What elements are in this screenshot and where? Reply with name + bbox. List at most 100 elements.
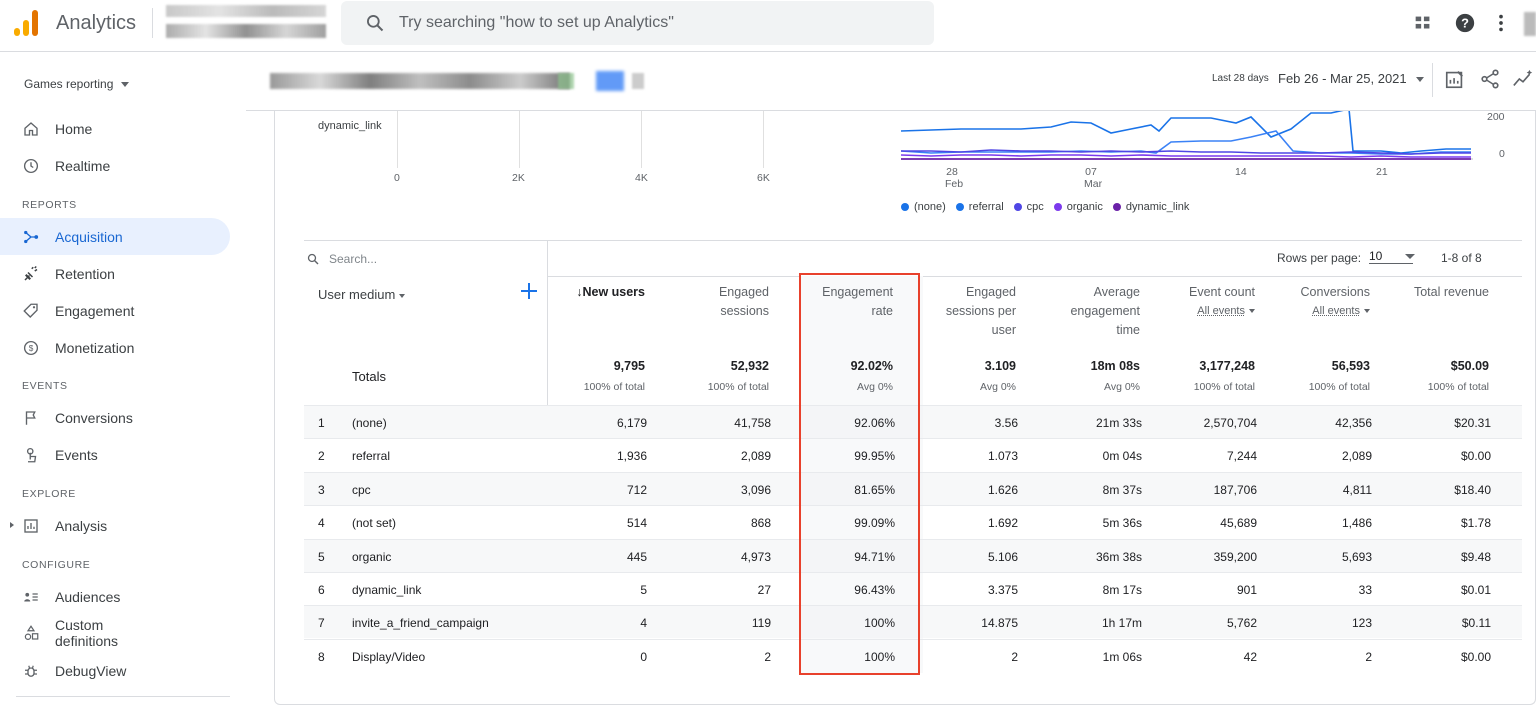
column-header-engaged-sessions-per-user[interactable]: Engaged sessions per user [946,283,1016,340]
event-filter-select[interactable]: All events [1189,302,1255,321]
row-cell: 92.06% [854,416,895,430]
column-header-average-engagement-time[interactable]: Average engagement time [1070,283,1140,340]
row-cell: 3.56 [994,416,1018,430]
touch-icon [26,447,37,462]
table-row[interactable]: 3 cpc 712 3,096 81.65% 1.626 8m 37s 187,706 4,81… [304,471,1522,505]
chevron-down-icon[interactable] [1416,77,1424,82]
row-cell: 33 [1358,583,1372,597]
section-title-reports: REPORTS [22,199,77,211]
row-cell: $18.40 [1454,482,1491,497]
line-chart[interactable] [901,111,1473,167]
divider [1432,63,1433,97]
legend-item[interactable]: dynamic_link [1112,201,1189,213]
table-search[interactable]: Search... [307,252,377,266]
row-cell: 359,200 [1213,549,1257,564]
total-subtext: 100% of total [583,381,645,393]
apps-grid-icon[interactable] [1412,12,1434,34]
column-header-line: Total revenue [1413,285,1489,299]
redacted-chip [632,73,644,89]
date-range-value[interactable]: Feb 26 - Mar 25, 2021 [1278,71,1407,86]
sidebar-item-retention[interactable]: Retention [0,255,230,292]
analytics-logo-icon[interactable] [14,10,40,36]
row-cell: 119 [751,616,771,631]
add-dimension-icon[interactable] [519,281,539,301]
sidebar-item-label: Home [55,120,93,137]
app-name[interactable]: Analytics [56,12,137,34]
row-cell: 42,356 [1335,416,1372,430]
chevron-down-icon [399,293,406,298]
sidebar-item-custom-definitions[interactable]: Custom definitions [0,613,230,653]
clock-icon [23,158,39,173]
sidebar-item-acquisition[interactable]: Acquisition [0,218,230,255]
table-row[interactable]: 8 Display/Video 0 2 100% 2 1m 06s 42 2 $0.00 [304,638,1522,672]
column-header-line: Engagement [822,285,893,299]
sidebar-item-conversions[interactable]: Conversions [0,399,230,436]
row-cell: 5,762 [1226,616,1257,631]
rows-per-page-select[interactable]: 10 [1369,249,1413,264]
series-line-cpc [901,149,1471,155]
search-bar[interactable] [341,1,934,45]
sidebar-item-analysis[interactable]: Analysis [0,507,230,544]
page-title-redacted [270,73,570,89]
sidebar-item-monetization[interactable]: $ Monetization [0,329,230,366]
property-name-redacted[interactable] [166,24,326,38]
table-row[interactable]: 6 dynamic_link 5 27 96.43% 3.375 8m 17s 901 33 $0… [304,572,1522,605]
total-value: 3.109 [984,359,1016,373]
customize-report-icon[interactable] [1444,68,1466,90]
legend-item[interactable]: (none) [901,201,946,213]
column-header-engaged-sessions[interactable]: Engaged sessions [719,283,769,321]
column-header-new-users[interactable]: ↓New users [576,283,645,302]
chevron-down-icon[interactable] [1405,254,1415,259]
redacted-chip[interactable] [596,71,624,91]
column-header-conversions[interactable]: Conversions All events [1301,283,1370,321]
row-cell: 21m 33s [1095,416,1142,430]
row-cell: 2,089 [740,449,771,464]
sidebar-item-engagement[interactable]: Engagement [0,292,230,329]
table-row[interactable]: 7 invite_a_friend_campaign 4 119 100% 14.875 1… [304,605,1522,639]
column-header-event-count[interactable]: Event count All events [1189,283,1255,321]
row-index: 8 [318,649,325,664]
table-row[interactable]: 5 organic 445 4,973 94.71% 5.106 36m 38s 359,20… [304,538,1522,572]
sidebar-item-realtime[interactable]: Realtime [0,147,230,184]
date-range-label[interactable]: Last 28 days [1212,73,1269,84]
avatar[interactable] [1524,12,1536,36]
event-filter-label: All events [1197,305,1245,317]
legend-dot [955,203,964,211]
chevron-right-icon[interactable] [10,522,14,528]
table-row[interactable]: 1 (none) 6,179 41,758 92.06% 3.56 21m 33s 2,570… [304,405,1522,438]
legend-item[interactable]: organic [1053,201,1103,213]
tag-icon [23,303,38,318]
share-icon[interactable] [1479,68,1501,90]
table-search-placeholder[interactable]: Search... [329,252,378,266]
sidebar-item-home[interactable]: Home [0,110,230,147]
report-collection-select[interactable]: Games reporting [24,77,130,91]
column-header-total-revenue[interactable]: Total revenue [1414,283,1489,302]
row-cell: 1,936 [616,449,647,464]
svg-text:?: ? [1461,16,1469,31]
table-row[interactable]: 4 (not set) 514 868 99.09% 1.692 5m 36s 45,689 1… [304,505,1522,538]
row-cell: 99.09% [854,516,895,531]
total-subtext: Avg 0% [857,381,893,393]
report-card: dynamic_link 0 2K 4K 6K 200 0 28 Feb 07 Ma… [274,111,1536,705]
row-cell: $20.31 [1454,416,1491,430]
row-cell: $0.01 [1460,583,1491,597]
column-header-engagement-rate[interactable]: Engagement rate [822,283,893,321]
row-cell: 2,089 [1341,449,1372,464]
account-name-redacted[interactable] [166,5,326,17]
legend-item[interactable]: referral [955,201,1004,213]
dimension-select[interactable]: User medium [318,287,406,302]
sidebar-item-audiences[interactable]: Audiences [0,578,230,615]
event-filter-select[interactable]: All events [1301,302,1370,321]
row-cell: 0 [640,649,647,664]
x-tick-month: Feb [945,178,964,190]
more-vert-icon[interactable] [1490,12,1512,34]
sidebar-item-debugview[interactable]: DebugView [0,652,230,689]
legend-item[interactable]: cpc [1013,201,1044,213]
insights-icon[interactable] [1512,68,1534,90]
total-value: 18m 08s [1090,359,1140,373]
search-input[interactable] [399,10,899,36]
table-row[interactable]: 2 referral 1,936 2,089 99.95% 1.073 0m 04s 7,24… [304,438,1522,471]
row-cell: 2 [764,649,771,664]
help-icon[interactable]: ? [1454,12,1476,34]
sidebar-item-events[interactable]: Events [0,436,230,473]
